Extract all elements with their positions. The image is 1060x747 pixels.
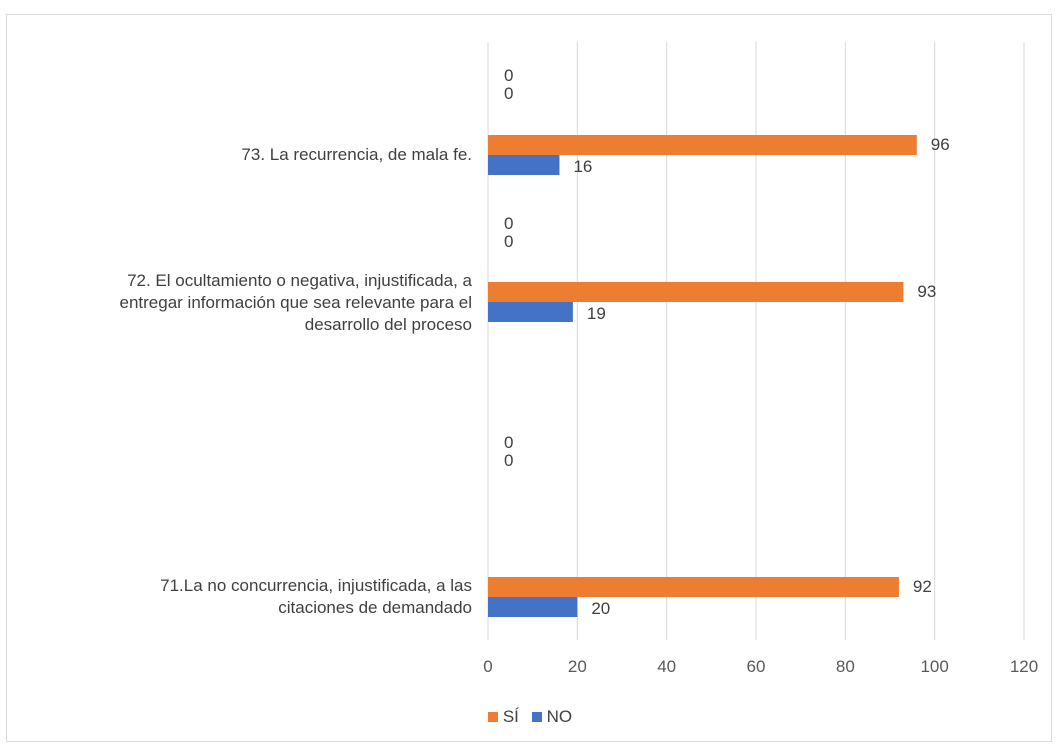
data-label: 93 [917, 282, 936, 301]
zero-data-label: 0 [504, 433, 513, 452]
x-tick-label: 80 [836, 657, 855, 676]
bar [488, 282, 904, 302]
bar [488, 597, 578, 617]
zero-data-label: 0 [504, 214, 513, 233]
x-tick-label: 100 [920, 657, 948, 676]
category-label-line: entregar información que sea relevante p… [119, 293, 473, 312]
data-label: 19 [587, 304, 606, 323]
bar [488, 302, 573, 322]
zero-data-label: 0 [504, 232, 513, 251]
x-tick-label: 20 [568, 657, 587, 676]
zero-data-label: 0 [504, 451, 513, 470]
data-label: 20 [591, 599, 610, 618]
legend-item-si: SÍ [487, 707, 519, 727]
bar [488, 577, 899, 597]
category-label: 71.La no concurrencia, injustificada, a … [0, 575, 472, 619]
legend-label-si: SÍ [502, 707, 519, 726]
x-tick-label: 0 [483, 657, 492, 676]
data-label: 92 [913, 577, 932, 596]
bar [488, 135, 917, 155]
category-label-line: 73. La recurrencia, de mala fe. [241, 145, 472, 164]
data-label: 16 [573, 157, 592, 176]
x-tick-label: 40 [657, 657, 676, 676]
zero-data-label: 0 [504, 84, 513, 103]
category-label-line: citaciones de demandado [278, 598, 472, 617]
zero-data-label: 0 [504, 66, 513, 85]
data-label: 96 [931, 135, 950, 154]
legend-label-no: NO [546, 707, 573, 726]
x-tick-label: 120 [1010, 657, 1038, 676]
category-label: 72. El ocultamiento o negativa, injustif… [0, 270, 473, 336]
legend-swatch-no [531, 712, 542, 722]
bar [488, 155, 560, 175]
category-label-line: desarrollo del proceso [304, 315, 472, 334]
legend-item-no: NO [531, 707, 573, 727]
legend-swatch-si [487, 712, 498, 722]
x-tick-label: 60 [747, 657, 766, 676]
category-label-line: 71.La no concurrencia, injustificada, a … [160, 576, 472, 595]
category-label: 73. La recurrencia, de mala fe. [0, 144, 472, 166]
category-label-line: 72. El ocultamiento o negativa, injustif… [127, 271, 472, 290]
legend: SÍ NO [0, 707, 1060, 727]
